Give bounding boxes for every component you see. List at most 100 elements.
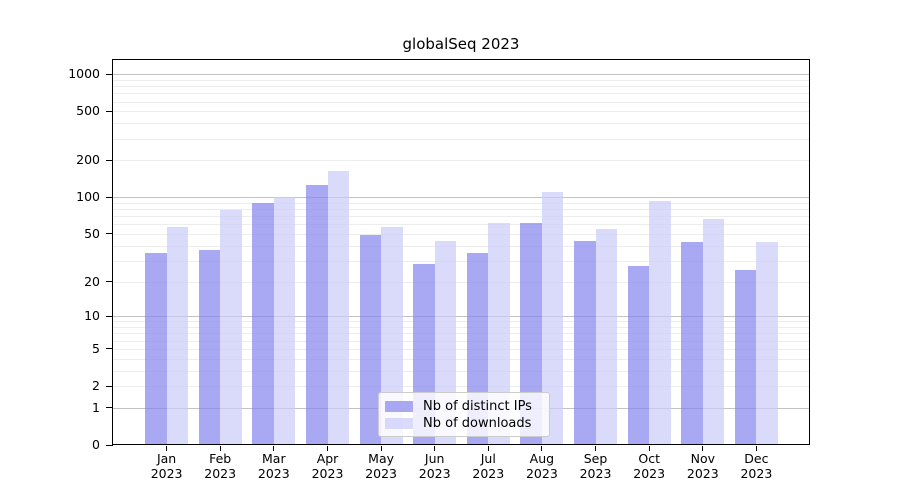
x-tick-year: 2023 xyxy=(579,466,612,481)
x-tick-label: Sep 2023 xyxy=(566,451,626,481)
bar-downloads-dec xyxy=(756,241,778,444)
gridline-major xyxy=(113,74,809,76)
y-tick-label: 50 xyxy=(84,225,100,241)
y-tick-label: 100 xyxy=(76,189,100,205)
x-tick xyxy=(166,446,168,451)
gridline-major xyxy=(113,316,809,318)
x-tick-label: Jan 2023 xyxy=(137,451,197,481)
chart-title: globalSeq 2023 xyxy=(402,35,520,53)
x-tick-year: 2023 xyxy=(418,466,451,481)
x-tick xyxy=(487,446,489,451)
bar-downloads-nov xyxy=(702,219,725,444)
bar-distinct-ips-mar xyxy=(252,203,274,444)
gridline-minor xyxy=(113,340,809,342)
bar-downloads-mar xyxy=(273,197,296,444)
gridline-minor xyxy=(113,101,809,103)
gridline-minor xyxy=(113,260,809,262)
x-tick xyxy=(755,446,757,451)
bar-downloads-jan xyxy=(166,227,189,444)
legend: Nb of distinct IPs Nb of downloads xyxy=(378,392,550,437)
gridline-minor xyxy=(113,370,809,372)
x-tick-year: 2023 xyxy=(525,466,558,481)
gridline-major xyxy=(113,197,809,199)
x-tick-year: 2023 xyxy=(365,466,397,481)
x-tick-label: Aug 2023 xyxy=(512,451,572,481)
x-tick xyxy=(219,446,221,451)
gridline-minor xyxy=(113,224,809,226)
gridline-minor xyxy=(113,327,809,328)
x-tick-year: 2023 xyxy=(686,466,719,481)
x-tick xyxy=(541,446,543,451)
bar-distinct-ips-apr xyxy=(306,184,328,444)
x-tick-year: 2023 xyxy=(150,466,183,481)
x-tick xyxy=(380,446,382,451)
gridline-minor xyxy=(113,202,809,204)
bar-distinct-ips-aug xyxy=(520,223,542,444)
plot-area xyxy=(112,59,810,445)
x-tick xyxy=(434,446,436,451)
gridline-minor xyxy=(113,111,809,113)
x-tick-label: Feb 2023 xyxy=(190,451,250,481)
x-tick-label: Dec 2023 xyxy=(726,451,786,481)
x-tick-year: 2023 xyxy=(633,466,666,481)
y-tick-label: 20 xyxy=(84,273,100,289)
gridline-minor xyxy=(113,245,809,247)
x-tick-label: Oct 2023 xyxy=(619,451,679,481)
gridline-minor xyxy=(113,358,809,360)
legend-item-downloads: Nb of downloads xyxy=(385,415,541,431)
legend-label-distinct-ips: Nb of distinct IPs xyxy=(423,398,532,414)
bar-distinct-ips-dec xyxy=(734,270,757,444)
y-tick-label: 5 xyxy=(92,340,100,356)
gridline-minor xyxy=(113,209,809,211)
gridline-minor xyxy=(113,123,809,125)
x-tick-year: 2023 xyxy=(257,466,290,481)
x-tick-year: 2023 xyxy=(472,466,505,481)
gridline-minor xyxy=(113,321,809,323)
gridline-minor xyxy=(113,216,809,218)
gridline-minor xyxy=(113,93,809,95)
gridline-minor xyxy=(113,160,809,162)
x-tick-year: 2023 xyxy=(311,466,344,481)
x-tick xyxy=(702,446,704,451)
y-tick-label: 10 xyxy=(84,308,100,324)
x-tick xyxy=(648,446,650,451)
bar-downloads-jul xyxy=(488,223,510,444)
y-tick-label: 1 xyxy=(92,399,100,415)
gridline-minor xyxy=(113,233,809,235)
bar-distinct-ips-oct xyxy=(627,266,650,444)
bar-distinct-ips-may xyxy=(359,235,382,444)
legend-swatch-distinct-ips xyxy=(385,400,413,412)
y-tick-label: 200 xyxy=(76,152,100,168)
y-tick-label: 2 xyxy=(92,378,100,393)
bar-distinct-ips-nov xyxy=(681,241,703,444)
bar-downloads-feb xyxy=(220,209,242,444)
bar-distinct-ips-feb xyxy=(198,249,221,444)
x-tick-label: Jun 2023 xyxy=(405,451,465,481)
x-tick-label: Jul 2023 xyxy=(458,451,518,481)
gridline-minor xyxy=(113,281,809,283)
legend-item-distinct-ips: Nb of distinct IPs xyxy=(385,398,541,414)
bar-downloads-sep xyxy=(595,228,617,444)
legend-swatch-downloads xyxy=(385,417,413,429)
gridline-minor xyxy=(113,386,809,387)
y-tick-label: 0 xyxy=(92,437,100,452)
bar-downloads-oct xyxy=(649,201,671,444)
bar-downloads-may xyxy=(381,227,403,444)
x-tick-label: May 2023 xyxy=(351,451,411,481)
x-tick-label: Mar 2023 xyxy=(244,451,304,481)
bar-downloads-apr xyxy=(327,170,349,444)
x-tick-year: 2023 xyxy=(204,466,237,481)
bar-distinct-ips-jan xyxy=(145,252,167,444)
gridline-minor xyxy=(113,79,809,81)
x-tick xyxy=(273,446,275,451)
gridline-minor xyxy=(113,333,809,335)
y-tick-label: 500 xyxy=(76,103,100,119)
x-tick xyxy=(595,446,596,451)
x-tick-year: 2023 xyxy=(740,466,773,481)
gridline-minor xyxy=(113,86,809,87)
x-tick-label: Apr 2023 xyxy=(298,451,358,481)
legend-label-downloads: Nb of downloads xyxy=(423,415,532,431)
y-tick-label: 1000 xyxy=(68,66,100,82)
bar-downloads-aug xyxy=(541,192,564,444)
x-tick-label: Nov 2023 xyxy=(673,451,733,481)
